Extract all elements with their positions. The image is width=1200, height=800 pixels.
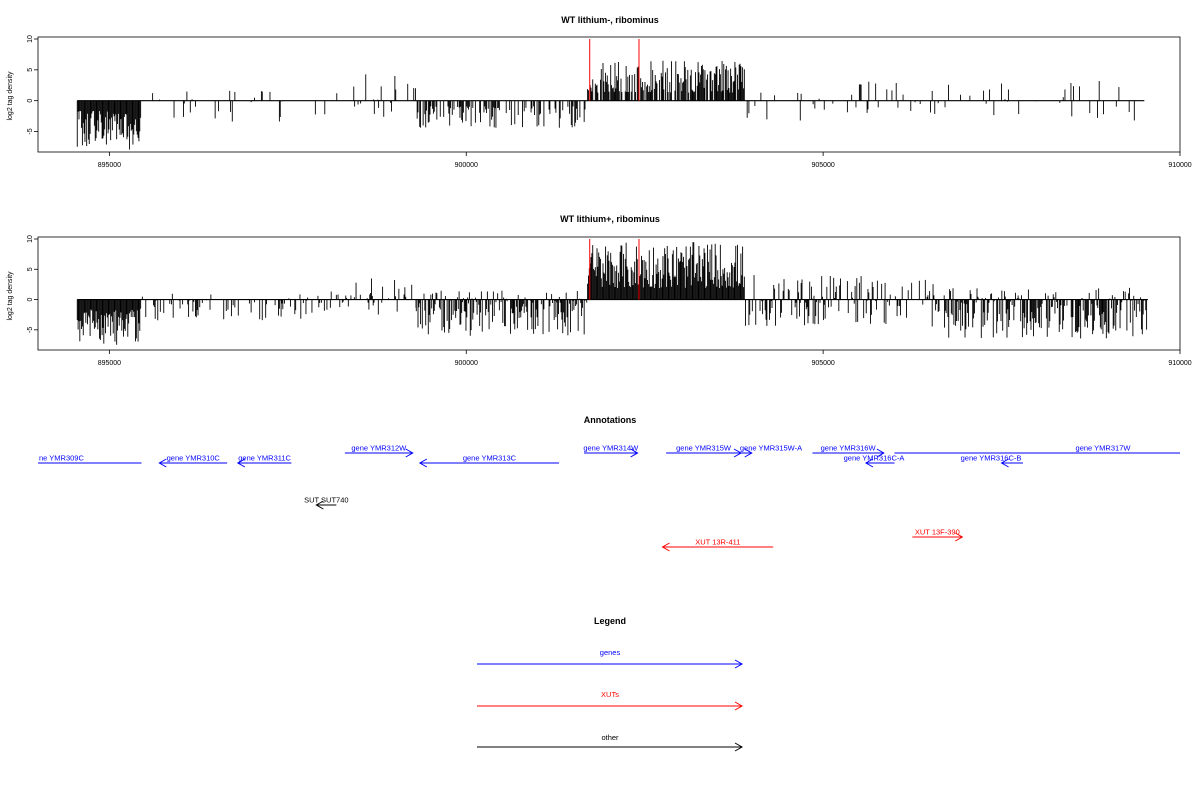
x-axis: 895000 900000 905000 910000 (98, 360, 1192, 367)
feature-label: gene YMR315W-A (740, 444, 802, 453)
plot-frame (37, 236, 1181, 351)
panel-lithium-minus: WT lithium-, ribominus log2 tag density … (7, 15, 1192, 169)
annotations-track: Annotations ne YMR309C gene YMR310C gene Y… (38, 415, 1180, 552)
feature-list: ne YMR309C gene YMR310C gene YMR311C gene Y… (38, 444, 1180, 552)
legend-item-xuts: XUTs (477, 690, 744, 711)
feature: gene YMR316C-A (844, 454, 905, 468)
feature-arrowhead (236, 458, 246, 468)
feature-arrowhead (864, 458, 874, 468)
feature: ne YMR309C (38, 454, 142, 464)
y-axis-label: log2 tag density (7, 271, 14, 321)
feature-arrowhead (418, 458, 428, 468)
legend-label: genes (600, 648, 621, 657)
y-tick-label: 0 (27, 99, 34, 103)
feature-label: gene YMR313C (463, 454, 517, 463)
feature-label: gene YMR312W (351, 444, 407, 453)
legend-arrowhead (734, 701, 744, 711)
y-tick-label: 5 (27, 267, 34, 271)
feature-arrowhead (744, 448, 753, 458)
feature: gene YMR311C (236, 454, 292, 468)
panel-title: WT lithium+, ribominus (560, 214, 660, 224)
legend-title: Legend (594, 616, 626, 626)
feature-label: gene YMR316C-A (844, 454, 905, 463)
plot-frame (37, 36, 1181, 153)
legend-arrowhead (734, 659, 744, 669)
legend-item-other: other (477, 733, 744, 752)
feature: gene YMR316C-B (961, 454, 1023, 468)
feature-arrowhead (405, 448, 414, 458)
y-axis-label: log2 tag density (7, 71, 14, 121)
x-tick-label: 905000 (811, 162, 834, 169)
y-tick-label: 10 (27, 35, 34, 43)
x-tick-label: 905000 (811, 360, 834, 367)
feature-arrowhead (158, 458, 167, 468)
feature: gene YMR310C (158, 454, 228, 468)
feature-label: XUT 13R-411 (695, 538, 740, 547)
feature-arrowhead (630, 448, 639, 458)
feature-label: gene YMR315W (676, 444, 732, 453)
feature-arrowhead (1000, 458, 1009, 468)
feature-label: SUT SUT740 (304, 496, 348, 505)
legend-item-genes: genes (477, 648, 744, 669)
feature: XUT 13R-411 (661, 538, 774, 552)
legend-label: other (601, 733, 619, 742)
feature: gene YMR316W (812, 444, 885, 458)
legend: Legend genes XUTs other (477, 616, 744, 752)
feature-label: gene YMR316W (821, 444, 877, 453)
feature: gene YMR315W-A (740, 444, 802, 458)
y-tick-label: 5 (27, 68, 34, 72)
legend-arrowhead (734, 742, 744, 752)
annotations-title: Annotations (584, 415, 637, 425)
feature-arrowhead (315, 500, 324, 510)
y-axis: -5 0 5 10 (27, 235, 34, 333)
panel-lithium-plus: WT lithium+, ribominus log2 tag density … (7, 214, 1192, 367)
y-tick-label: -5 (27, 327, 34, 333)
feature-label: gene YMR310C (167, 454, 221, 463)
y-tick-label: 10 (27, 235, 34, 243)
feature-arrowhead (955, 532, 964, 542)
feature-label: XUT 13F-390 (915, 528, 960, 537)
x-tick-label: 895000 (98, 360, 121, 367)
feature-label: gene YMR311C (238, 454, 291, 463)
feature: gene YMR315W (666, 444, 743, 458)
x-tick-label: 910000 (1168, 162, 1191, 169)
feature: SUT SUT740 (304, 496, 349, 510)
feature-label: gene YMR314W (583, 444, 639, 453)
x-tick-label: 895000 (98, 162, 121, 169)
density-bars (76, 239, 1148, 345)
feature: XUT 13F-390 (912, 528, 964, 542)
x-tick-label: 900000 (455, 360, 478, 367)
feature: gene YMR314W (583, 444, 639, 458)
feature: gene YMR313C (418, 454, 560, 468)
y-tick-label: -5 (27, 128, 34, 134)
feature-arrowhead (876, 448, 885, 458)
feature-arrowhead (661, 542, 670, 552)
x-axis: 895000 900000 905000 910000 (98, 162, 1192, 169)
legend-label: XUTs (601, 690, 619, 699)
panel-title: WT lithium-, ribominus (561, 15, 659, 25)
feature-label: ne YMR309C (39, 454, 84, 463)
feature: gene YMR312W (344, 444, 414, 458)
feature-label: gene YMR317W (1076, 444, 1132, 453)
x-tick-label: 900000 (455, 162, 478, 169)
density-bars (76, 39, 1145, 150)
feature-label: gene YMR316C-B (961, 454, 1022, 463)
y-tick-label: 0 (27, 298, 34, 302)
y-axis: -5 0 5 10 (27, 35, 34, 135)
feature: gene YMR317W (894, 444, 1180, 454)
x-tick-label: 910000 (1168, 360, 1191, 367)
